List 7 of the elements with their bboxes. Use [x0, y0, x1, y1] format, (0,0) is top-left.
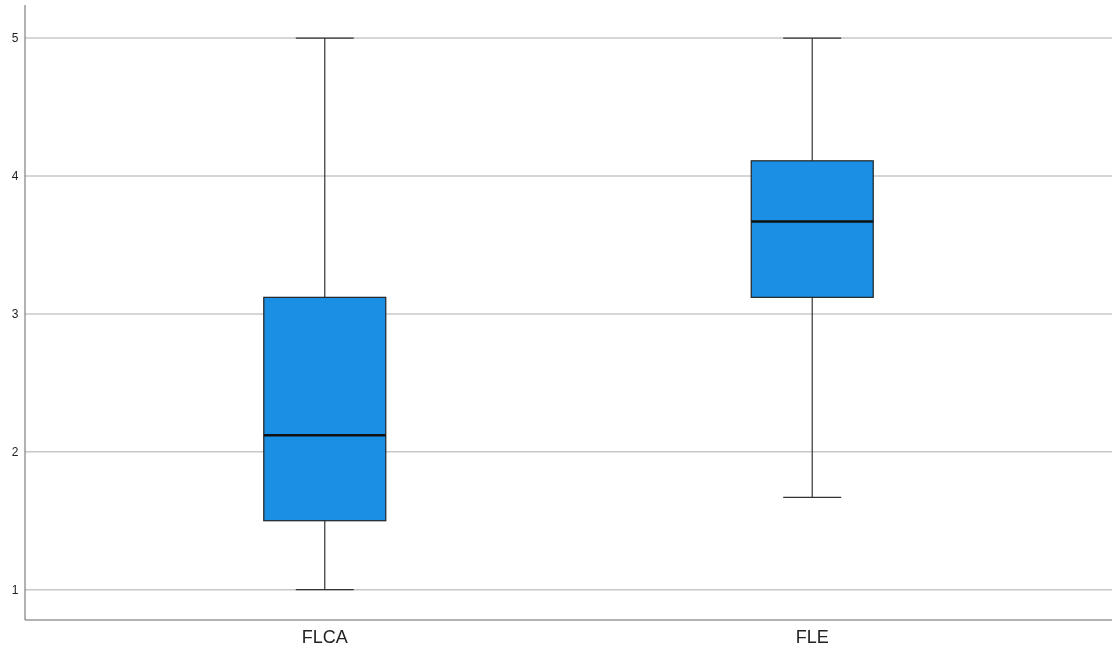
y-tick-label: 5 — [11, 31, 19, 46]
x-tick-label: FLCA — [301, 627, 348, 647]
y-tick-label: 4 — [11, 169, 19, 184]
y-tick-label: 1 — [11, 582, 19, 597]
y-tick-label: 3 — [11, 307, 19, 322]
x-tick-label: FLE — [795, 627, 829, 647]
y-tick-label: 2 — [11, 444, 19, 459]
